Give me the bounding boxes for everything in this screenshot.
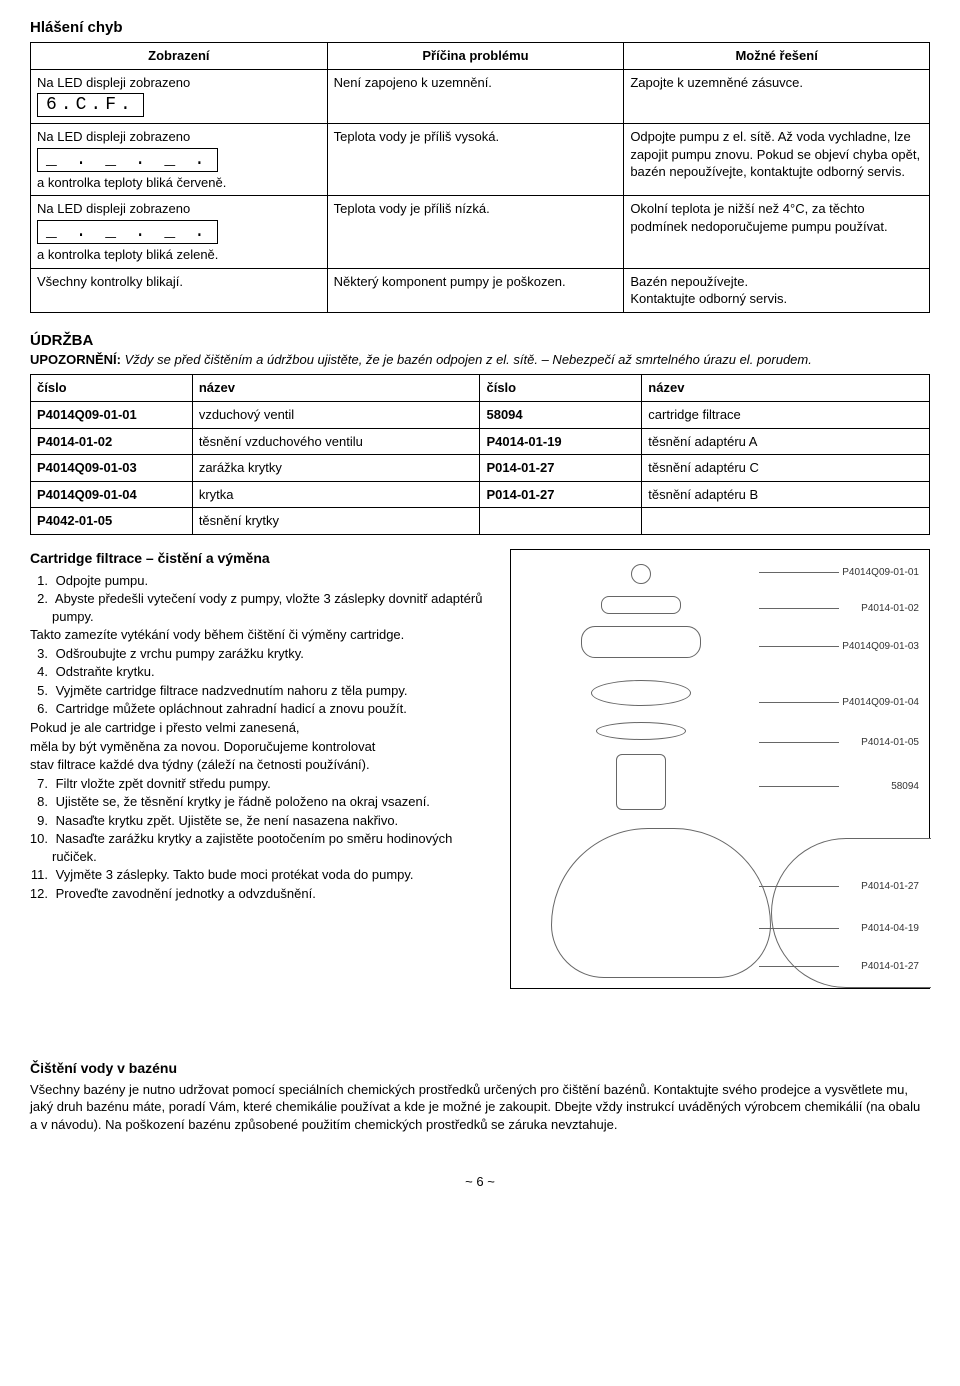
parts-header-name: název xyxy=(192,375,480,402)
part-number-cell: P014-01-27 xyxy=(480,481,642,508)
part-name-cell: těsnění krytky xyxy=(192,508,480,535)
list-item: 12. Proveďte zavodnění jednotky a odvzdu… xyxy=(30,885,492,903)
errors-header-cause: Příčina problému xyxy=(327,43,624,70)
part-number-cell: P4014Q09-01-01 xyxy=(31,401,193,428)
part-number-cell: P4014Q09-01-04 xyxy=(31,481,193,508)
part-name-cell xyxy=(642,508,930,535)
list-item: 2. Abyste předešli vytečení vody z pumpy… xyxy=(30,590,492,625)
part-name-cell: cartridge filtrace xyxy=(642,401,930,428)
table-row: Na LED displeji zobrazeno6.C.F.Není zapo… xyxy=(31,69,930,124)
part-number-cell: 58094 xyxy=(480,401,642,428)
diagram-label: P4014-01-27 xyxy=(861,960,919,974)
list-item: 3. Odšroubujte z vrchu pumpy zarážku kry… xyxy=(30,645,492,663)
part-name-cell: krytka xyxy=(192,481,480,508)
list-item: 4. Odstraňte krytku. xyxy=(30,663,492,681)
part-number-cell xyxy=(480,508,642,535)
parts-header-num2: číslo xyxy=(480,375,642,402)
table-row: P4014-01-02těsnění vzduchového ventiluP4… xyxy=(31,428,930,455)
part-number-cell: P014-01-27 xyxy=(480,455,642,482)
maint-warn-label: UPOZORNĚNÍ: xyxy=(30,352,121,367)
list-item: 6. Cartridge můžete opláchnout zahradní … xyxy=(30,700,492,718)
error-solution-cell: Zapojte k uzemněné zásuvce. xyxy=(624,69,930,124)
diagram-label: P4014-01-02 xyxy=(861,602,919,616)
parts-table: číslo název číslo název P4014Q09-01-01vz… xyxy=(30,374,930,534)
list-item: 9. Nasaďte krytku zpět. Ujistěte se, že … xyxy=(30,812,492,830)
part-number-cell: P4014-01-02 xyxy=(31,428,193,455)
error-cause-cell: Některý komponent pumpy je poškozen. xyxy=(327,268,624,312)
error-cause-cell: Není zapojeno k uzemnění. xyxy=(327,69,624,124)
parts-header-num: číslo xyxy=(31,375,193,402)
error-display-cell: Všechny kontrolky blikají. xyxy=(31,268,328,312)
list-item: 5. Vyjměte cartridge filtrace nadzvednut… xyxy=(30,682,492,700)
errors-table: Zobrazení Příčina problému Možné řešení … xyxy=(30,42,930,312)
list-item: 8. Ujistěte se, že těsnění krytky je řád… xyxy=(30,793,492,811)
diagram-label: P4014Q09-01-03 xyxy=(842,640,919,654)
table-row: Na LED displeji zobrazeno_ . _ . _ .a ko… xyxy=(31,124,930,196)
cartridge-title: Cartridge filtrace – čistění a výměna xyxy=(30,549,492,568)
errors-header-display: Zobrazení xyxy=(31,43,328,70)
part-name-cell: těsnění vzduchového ventilu xyxy=(192,428,480,455)
errors-header-solution: Možné řešení xyxy=(624,43,930,70)
error-solution-cell: Bazén nepoužívejte. Kontaktujte odborný … xyxy=(624,268,930,312)
list-item: 11. Vyjměte 3 záslepky. Takto bude moci … xyxy=(30,866,492,884)
errors-title: Hlášení chyb xyxy=(30,18,930,38)
maint-warning: UPOZORNĚNÍ: Vždy se před čištěním a údrž… xyxy=(30,351,930,369)
diagram-label: P4014-04-19 xyxy=(861,922,919,936)
error-display-cell: Na LED displeji zobrazeno_ . _ . _ .a ko… xyxy=(31,196,328,268)
list-item: 7. Filtr vložte zpět dovnitř středu pump… xyxy=(30,775,492,793)
part-number-cell: P4014Q09-01-03 xyxy=(31,455,193,482)
diagram-label: P4014Q09-01-04 xyxy=(842,696,919,710)
table-row: P4014Q09-01-01vzduchový ventil58094cartr… xyxy=(31,401,930,428)
list-item: Pokud je ale cartridge i přesto velmi za… xyxy=(30,719,492,737)
part-name-cell: vzduchový ventil xyxy=(192,401,480,428)
part-name-cell: těsnění adaptéru A xyxy=(642,428,930,455)
error-solution-cell: Okolní teplota je nižší než 4°C, za těch… xyxy=(624,196,930,268)
error-cause-cell: Teplota vody je příliš nízká. xyxy=(327,196,624,268)
list-item: Takto zamezíte vytékání vody během čiště… xyxy=(30,626,492,644)
table-row: Na LED displeji zobrazeno_ . _ . _ .a ko… xyxy=(31,196,930,268)
list-item: stav filtrace každé dva týdny (záleží na… xyxy=(30,756,492,774)
table-row: P4014Q09-01-03zarážka krytkyP014-01-27tě… xyxy=(31,455,930,482)
list-item: 1. Odpojte pumpu. xyxy=(30,572,492,590)
diagram-label: P4014Q09-01-01 xyxy=(842,566,919,580)
diagram-label: P4014-01-27 xyxy=(861,880,919,894)
part-name-cell: zarážka krytky xyxy=(192,455,480,482)
part-number-cell: P4014-01-19 xyxy=(480,428,642,455)
error-display-cell: Na LED displeji zobrazeno6.C.F. xyxy=(31,69,328,124)
cartridge-steps: 1. Odpojte pumpu.2. Abyste předešli vyte… xyxy=(30,572,492,903)
cleaning-title: Čištění vody v bazénu xyxy=(30,1059,930,1078)
table-row: Všechny kontrolky blikají.Některý kompon… xyxy=(31,268,930,312)
page-footer: ~ 6 ~ xyxy=(30,1173,930,1191)
maint-warn-text: Vždy se před čištěním a údržbou ujistěte… xyxy=(125,352,812,367)
error-cause-cell: Teplota vody je příliš vysoká. xyxy=(327,124,624,196)
list-item: 10. Nasaďte zarážku krytky a zajistěte p… xyxy=(30,830,492,865)
exploded-diagram: P4014Q09-01-01 P4014-01-02 P4014Q09-01-03 P… xyxy=(510,549,930,989)
maint-title: ÚDRŽBA xyxy=(30,331,930,351)
error-display-cell: Na LED displeji zobrazeno_ . _ . _ .a ko… xyxy=(31,124,328,196)
part-name-cell: těsnění adaptéru B xyxy=(642,481,930,508)
diagram-label: 58094 xyxy=(891,780,919,794)
parts-header-name2: název xyxy=(642,375,930,402)
table-row: P4042-01-05těsnění krytky xyxy=(31,508,930,535)
list-item: měla by být vyměněna za novou. Doporučuj… xyxy=(30,738,492,756)
cleaning-body: Všechny bazény je nutno udržovat pomocí … xyxy=(30,1081,930,1134)
table-row: P4014Q09-01-04krytkaP014-01-27těsnění ad… xyxy=(31,481,930,508)
error-solution-cell: Odpojte pumpu z el. sítě. Až voda vychla… xyxy=(624,124,930,196)
part-name-cell: těsnění adaptéru C xyxy=(642,455,930,482)
part-number-cell: P4042-01-05 xyxy=(31,508,193,535)
diagram-label: P4014-01-05 xyxy=(861,736,919,750)
